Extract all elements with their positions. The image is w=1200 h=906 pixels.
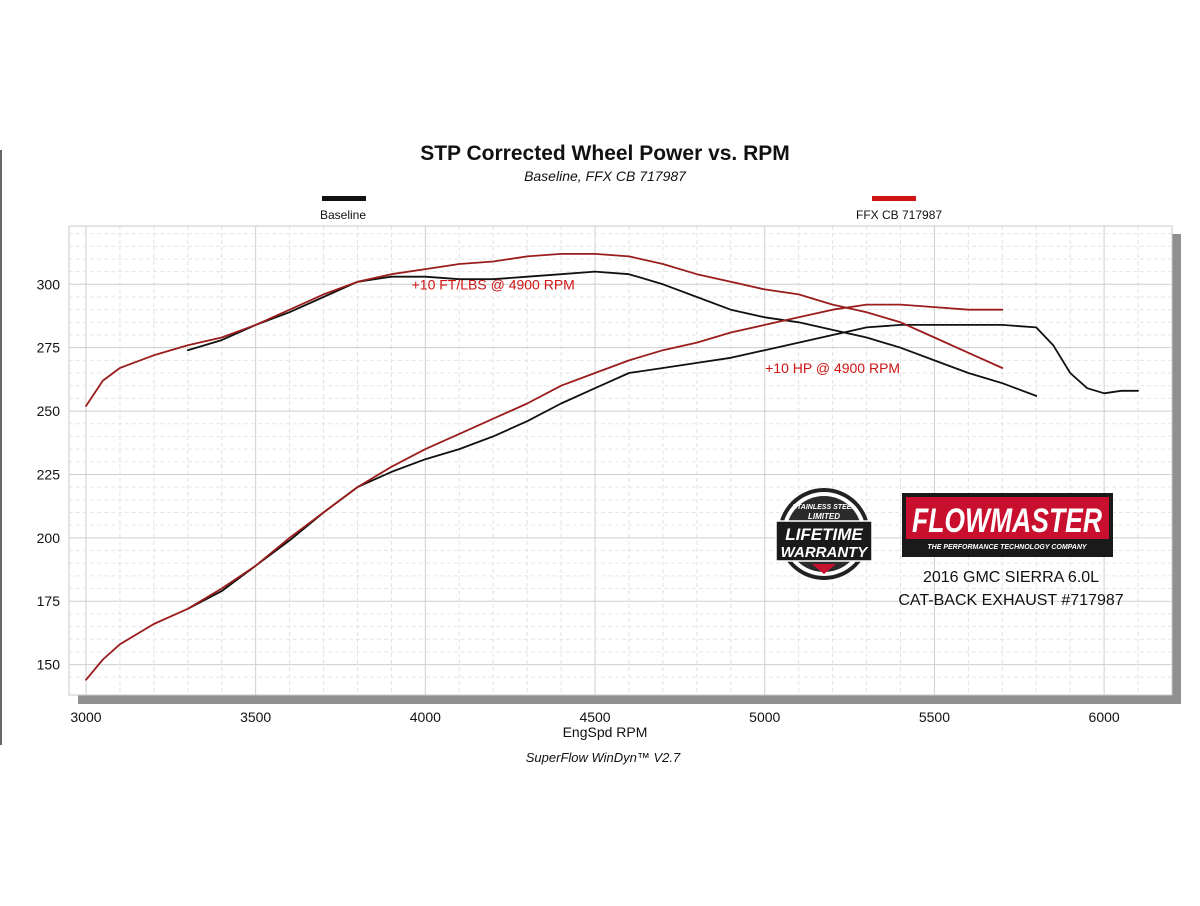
series-line-horsepower-ffx <box>85 303 1004 681</box>
warranty-badge: STAINLESS STEEL LIMITED LIFETIME WARRANT… <box>775 488 873 580</box>
x-tick-label: 4000 <box>410 709 441 725</box>
logo-red-panel <box>906 497 1109 539</box>
y-tick-label: 150 <box>37 657 61 673</box>
vehicle-line-1: 2016 GMC SIERRA 6.0L <box>923 569 1099 586</box>
badge-banner <box>775 520 873 562</box>
x-axis-label: EngSpd RPM <box>563 724 648 740</box>
flowmaster-logo: FLOWMASTER THE PERFORMANCE TECHNOLOGY CO… <box>902 493 1113 557</box>
legend-swatch-ffx <box>872 196 916 201</box>
badge-text-top: STAINLESS STEEL <box>792 504 855 511</box>
annotation-text: +10 FT/LBS @ 4900 RPM <box>412 276 575 292</box>
y-tick-label: 200 <box>37 530 61 546</box>
legend: Baseline FFX CB 717987 <box>320 196 942 222</box>
series-line-torque-baseline <box>186 270 1038 397</box>
x-tick-label: 3500 <box>240 709 271 725</box>
y-tick-label: 175 <box>37 593 61 609</box>
chart-title: STP Corrected Wheel Power vs. RPM <box>420 142 790 165</box>
series-lines <box>85 252 1139 681</box>
x-tick-label: 3000 <box>70 709 101 725</box>
footer-software: SuperFlow WinDyn™ V2.7 <box>526 750 681 765</box>
vehicle-line-2: CAT-BACK EXHAUST #717987 <box>898 592 1123 609</box>
annotations: +10 FT/LBS @ 4900 RPM +10 HP @ 4900 RPM <box>412 276 900 376</box>
x-tick-label: 4500 <box>579 709 610 725</box>
axis-ticks: 3000 3500 4000 4500 5000 5500 6000 150 175 200 225… <box>37 276 1120 725</box>
legend-label-ffx: FFX CB 717987 <box>856 208 942 222</box>
y-tick-label: 225 <box>37 466 61 482</box>
y-tick-label: 300 <box>37 276 61 292</box>
x-tick-label: 5500 <box>919 709 950 725</box>
legend-label-baseline: Baseline <box>320 208 366 222</box>
badge-text-limited: LIMITED <box>808 512 840 521</box>
plot-area <box>68 225 1173 696</box>
annotation-text: +10 HP @ 4900 RPM <box>765 360 900 376</box>
y-tick-label: 250 <box>37 403 61 419</box>
logo-tagline: THE PERFORMANCE TECHNOLOGY COMPANY <box>927 544 1088 551</box>
x-tick-label: 6000 <box>1089 709 1120 725</box>
legend-swatch-baseline <box>322 196 366 201</box>
chart-subtitle: Baseline, FFX CB 717987 <box>524 168 687 184</box>
y-tick-label: 275 <box>37 340 61 356</box>
x-tick-label: 5000 <box>749 709 780 725</box>
badge-chevron-icon <box>812 564 836 574</box>
badge-text-warranty: WARRANTY <box>781 544 870 561</box>
badge-text-lifetime: LIFETIME <box>785 525 863 544</box>
logo-wordmark: FLOWMASTER <box>912 502 1102 540</box>
